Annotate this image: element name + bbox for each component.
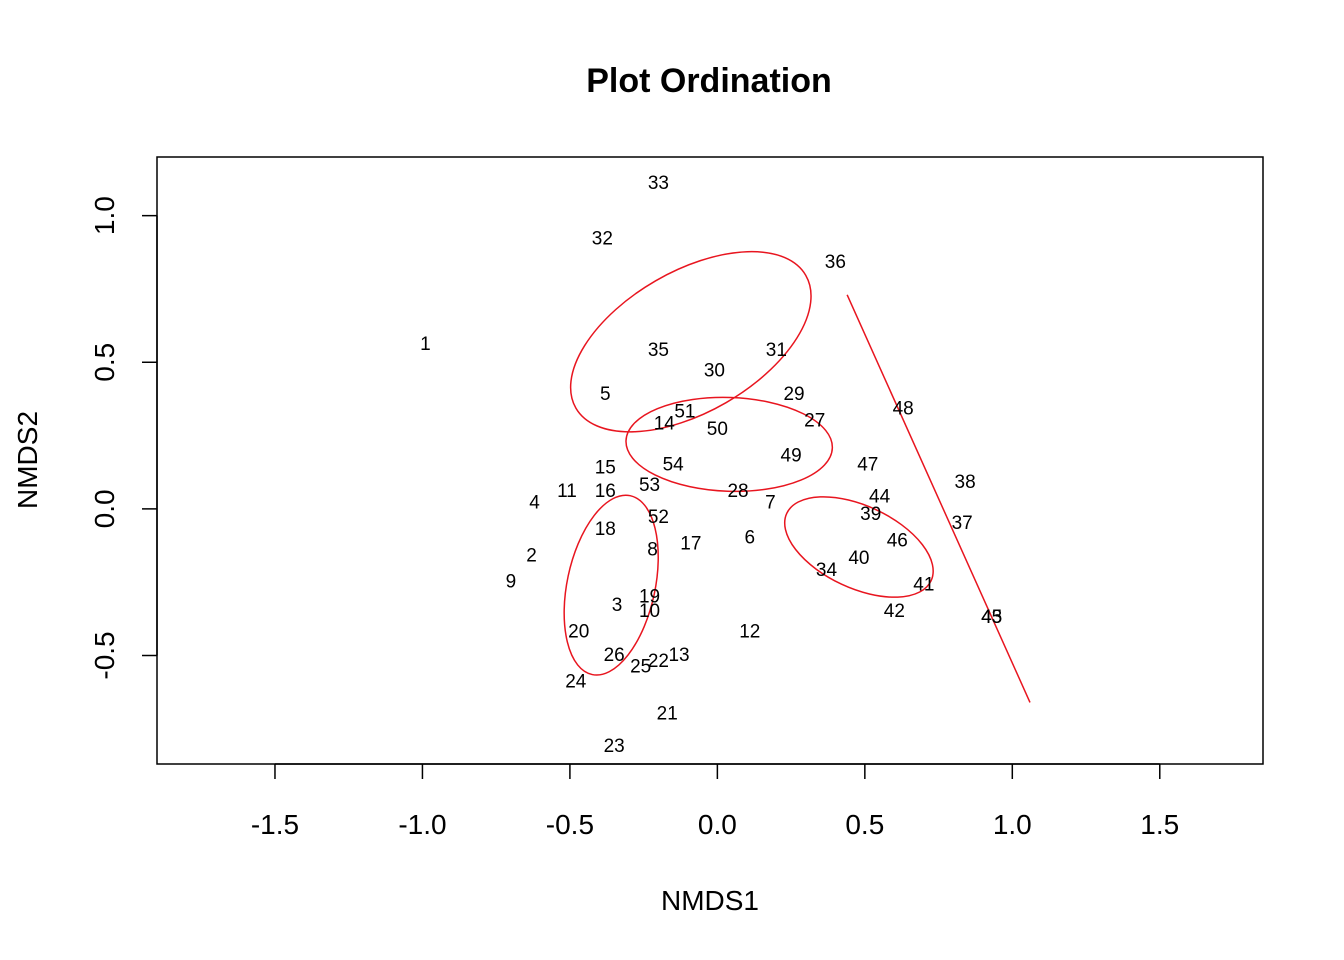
site-label: 24 [565,671,587,692]
site-label: 26 [604,645,625,666]
site-label: 17 [680,534,701,555]
site-label: 14 [654,413,676,434]
x-tick-label: -0.5 [546,809,594,840]
site-label: 12 [739,622,760,643]
point-labels: 1234567891011121314151617181920212223242… [420,173,1002,757]
site-label: 22 [648,651,669,672]
y-tick-label: -0.5 [89,631,120,679]
site-label: 6 [745,528,756,549]
site-label: 3 [612,595,623,616]
site-label: 37 [952,513,973,534]
site-label: 27 [804,410,825,431]
site-label: 39 [860,504,881,525]
y-tick-label: 1.0 [89,196,120,235]
site-label: 32 [592,229,613,250]
site-label: 54 [663,454,685,475]
y-tick-label: 0.0 [89,489,120,528]
site-label: 1 [420,334,431,355]
site-label: 31 [766,340,787,361]
group-line [846,294,1031,703]
site-label: 7 [765,493,776,514]
site-label: 48 [893,399,914,420]
site-label: 38 [955,472,976,493]
ellipse-overlays [563,250,1031,703]
site-label: 25 [630,657,651,678]
site-label: 16 [595,481,616,502]
x-tick-label: 1.5 [1140,809,1179,840]
site-label: 41 [913,575,934,596]
site-label: 23 [604,736,625,757]
site-label: 53 [639,475,660,496]
site-label: 28 [727,481,748,502]
site-label: 13 [668,645,689,666]
site-label: 46 [887,531,908,552]
site-label: 10 [639,601,660,622]
x-tick-label: 0.0 [698,809,737,840]
site-label: 11 [557,481,577,502]
site-label: 45 [981,607,1002,628]
group-ellipse [569,250,812,433]
y-tick-label: 0.5 [89,343,120,382]
x-tick-label: -1.0 [398,809,446,840]
x-tick-label: 1.0 [993,809,1032,840]
site-label: 20 [568,622,589,643]
site-label: 9 [506,572,517,593]
x-tick-label: 0.5 [845,809,884,840]
x-axis: -1.5 -1.0 -0.5 0.0 0.5 1.0 1.5 [251,763,1179,840]
site-label: 49 [781,446,802,467]
group-ellipse [783,496,934,598]
group-ellipse [563,494,659,676]
site-label: 19 [639,586,660,607]
group-ellipse [625,396,834,493]
site-label: 52 [648,507,669,528]
site-label: 43 [981,607,1002,628]
site-label: 50 [707,419,728,440]
site-label: 33 [648,173,669,194]
site-label: 51 [674,402,695,423]
site-label: 5 [600,384,611,405]
site-label: 36 [825,252,846,273]
site-label: 47 [857,454,878,475]
x-tick-label: -1.5 [251,809,299,840]
site-label: 2 [526,545,537,566]
site-label: 42 [884,601,905,622]
site-label: 40 [848,548,869,569]
site-label: 4 [529,493,540,514]
site-label: 15 [595,457,616,478]
site-label: 8 [647,539,658,560]
site-label: 34 [816,560,838,581]
site-label: 29 [783,384,804,405]
y-axis: -0.5 0.0 0.5 1.0 [89,196,158,680]
site-label: 30 [704,361,725,382]
plot-frame [156,156,1264,765]
chart-title: Plot Ordination [586,62,832,100]
x-axis-label: NMDS1 [661,885,759,916]
site-label: 18 [595,519,616,540]
site-label: 35 [648,340,669,361]
site-label: 44 [869,487,891,508]
site-label: 21 [657,704,678,725]
y-axis-label: NMDS2 [12,411,43,509]
